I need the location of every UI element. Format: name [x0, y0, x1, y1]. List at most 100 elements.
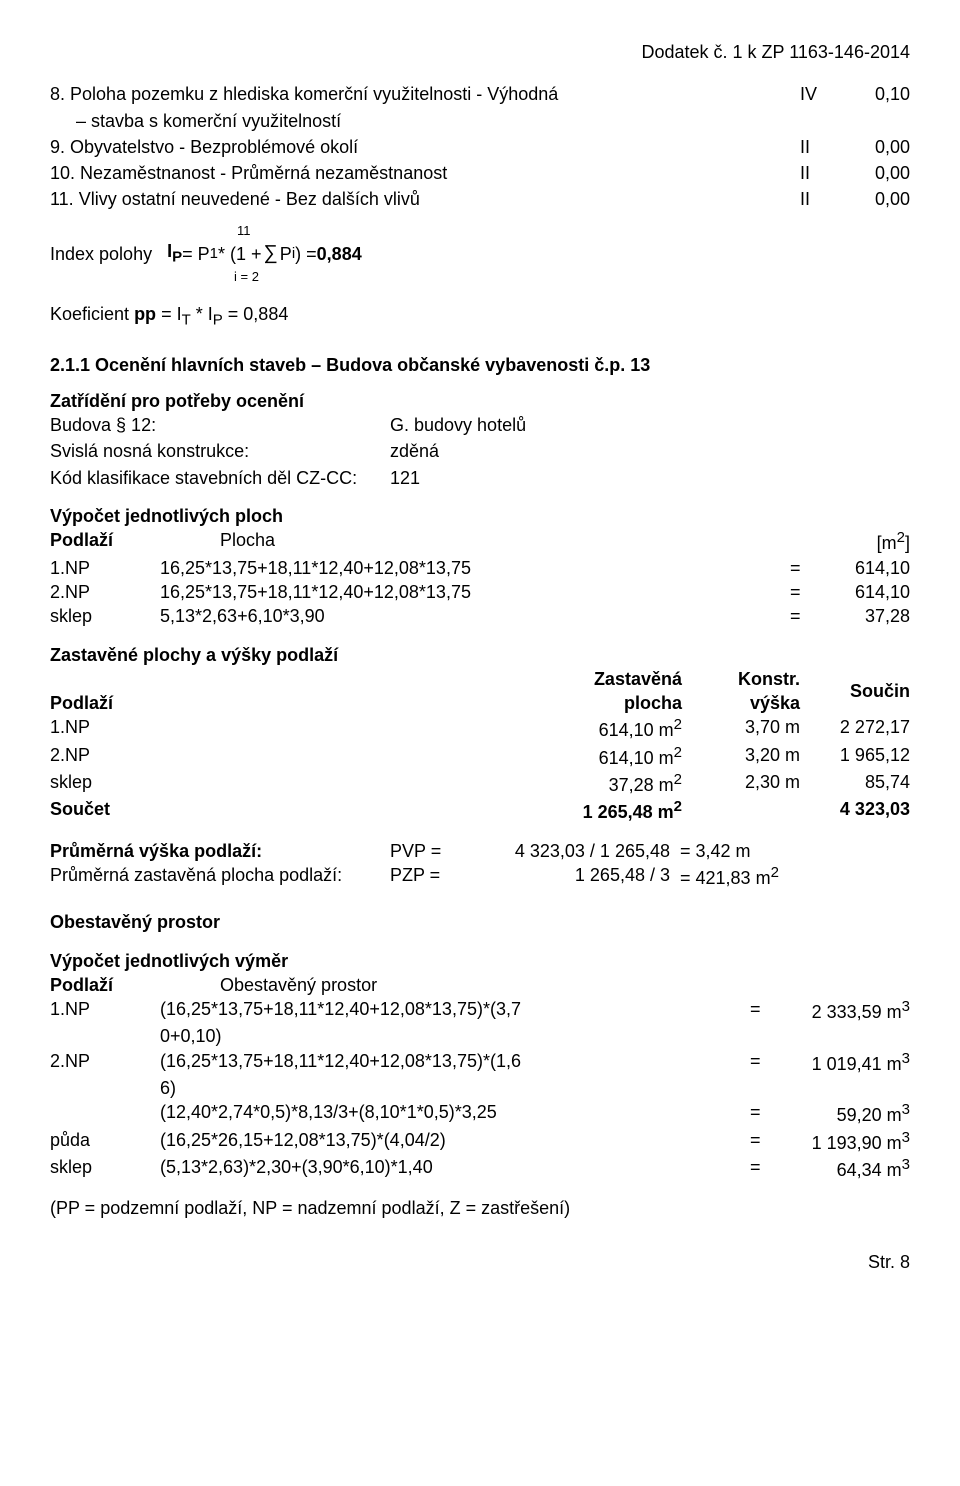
zp-h4: Součin [800, 679, 910, 703]
op-h-a: Podlaží [50, 973, 160, 997]
op-r3-b: (16,25*26,15+12,08*13,75)*(4,04/2) [160, 1128, 750, 1155]
vjp-r1-eq: = [790, 580, 820, 604]
op-r0-b: (16,25*13,75+18,11*12,40+12,08*13,75)*(3… [160, 997, 750, 1024]
pvp-r1-c3: = 3,42 m [670, 839, 910, 863]
crit-11-val: 0,00 [840, 187, 910, 211]
crit-11-col: II [800, 187, 840, 211]
op-r4-eq: = [750, 1155, 780, 1182]
op-r2-c: 59,20 m3 [780, 1100, 910, 1127]
koeficient-pp: Koeficient pp = IT * IP = 0,884 [50, 302, 910, 331]
vjp-r0-a: 1.NP [50, 556, 160, 580]
op-r0-eq: = [750, 997, 780, 1024]
op-r2-eq: = [750, 1100, 780, 1127]
zat-r0-l: Budova § 12: [50, 413, 390, 437]
zat-r2-v: 121 [390, 466, 910, 490]
op-r3-eq: = [750, 1128, 780, 1155]
zp-h3: Konstr.výška [682, 667, 800, 716]
vjp-r1-b: 16,25*13,75+18,11*12,40+12,08*13,75 [160, 580, 790, 604]
pvp-r2-c1: PZP = [390, 863, 460, 890]
vjp-r2-a: sklep [50, 604, 160, 628]
crit-11: 11. Vlivy ostatní neuvedené - Bez dalšíc… [50, 187, 800, 211]
zp-heading: Zastavěné plochy a výšky podlaží [50, 643, 910, 667]
op-note: (PP = podzemní podlaží, NP = nadzemní po… [50, 1196, 910, 1220]
op-table: Podlaží Obestavěný prostor 1.NP(16,25*13… [50, 973, 910, 1182]
zat-r1-v: zděná [390, 439, 910, 463]
op-heading: Obestavěný prostor [50, 910, 910, 934]
crit-10-col: II [800, 161, 840, 185]
section-title: 2.1.1 Ocenění hlavních staveb – Budova o… [50, 353, 910, 377]
zp-r0-a: 1.NP [50, 715, 160, 742]
page-header: Dodatek č. 1 k ZP 1163-146-2014 [50, 40, 910, 64]
zatrideni-heading: Zatřídění pro potřeby ocenění [50, 389, 910, 413]
crit-8-val: 0,10 [840, 82, 910, 106]
op-r3-c: 1 193,90 m3 [780, 1128, 910, 1155]
op-r4-b: (5,13*2,63)*2,30+(3,90*6,10)*1,40 [160, 1155, 750, 1182]
crit-8: 8. Poloha pozemku z hlediska komerční vy… [50, 82, 800, 106]
op-r0-a: 1.NP [50, 997, 160, 1024]
zp-r2-so: 85,74 [800, 770, 910, 797]
pvp-r2-c3: = 421,83 m2 [670, 863, 910, 890]
vjp-h-b: Plocha [160, 528, 790, 555]
vjp-r0-eq: = [790, 556, 820, 580]
sigma-lower: i = 2 [50, 268, 910, 286]
op-r2-b: (12,40*2,74*0,5)*8,13/3+(8,10*1*0,5)*3,2… [160, 1100, 750, 1127]
pvp-r2-lbl: Průměrná zastavěná plocha podlaží: [50, 863, 390, 890]
op-sub: Výpočet jednotlivých výměr [50, 949, 910, 973]
op-r1-a: 2.NP [50, 1049, 160, 1076]
pvp-r1-c2: 4 323,03 / 1 265,48 [460, 839, 670, 863]
vjp-r1-a: 2.NP [50, 580, 160, 604]
vjp-table: Podlaží Plocha [m2] 1.NP16,25*13,75+18,1… [50, 528, 910, 628]
vjp-heading: Výpočet jednotlivých ploch [50, 504, 910, 528]
zat-r2-l: Kód klasifikace stavebních děl CZ-CC: [50, 466, 390, 490]
zp-r0-kv: 3,70 m [682, 715, 800, 742]
op-r0-c: 2 333,59 m3 [780, 997, 910, 1024]
zp-sum-so: 4 323,03 [800, 797, 910, 824]
criteria-list: 8. Poloha pozemku z hlediska komerční vy… [50, 82, 910, 211]
crit-9-val: 0,00 [840, 135, 910, 159]
crit-8-col: IV [800, 82, 840, 106]
crit-9: 9. Obyvatelstvo - Bezproblémové okolí [50, 135, 800, 159]
vjp-r2-b: 5,13*2,63+6,10*3,90 [160, 604, 790, 628]
index-polohy-formula: 11 Index polohy IP = P1 * (1 + ∑ Pi ) = … [50, 222, 910, 286]
zp-h2: Zastavěnáplocha [542, 667, 682, 716]
pvp-r2-c2: 1 265,48 / 3 [460, 863, 670, 890]
zp-r2-zp: 37,28 m2 [542, 770, 682, 797]
zp-sum-zp: 1 265,48 m2 [542, 797, 682, 824]
op-r2-a [50, 1100, 160, 1127]
op-r4-a: sklep [50, 1155, 160, 1182]
pvp-r1-lbl: Průměrná výška podlaží: [50, 839, 390, 863]
zp-r2-a: sklep [50, 770, 160, 797]
vjp-r2-c: 37,28 [820, 604, 910, 628]
crit-9-col: II [800, 135, 840, 159]
vjp-r2-eq: = [790, 604, 820, 628]
op-r1-b2: 6) [160, 1076, 750, 1100]
zp-h1: Podlaží [50, 691, 160, 715]
zp-r0-zp: 614,10 m2 [542, 715, 682, 742]
op-h-b: Obestavěný prostor [160, 973, 750, 997]
zp-r1-kv: 3,20 m [682, 743, 800, 770]
sigma-upper: 11 [50, 222, 910, 240]
page-footer: Str. 8 [50, 1250, 910, 1274]
op-r1-eq: = [750, 1049, 780, 1076]
vjp-h-a: Podlaží [50, 528, 160, 555]
zp-r0-so: 2 272,17 [800, 715, 910, 742]
vjp-h-c: [m2] [820, 528, 910, 555]
vjp-r0-b: 16,25*13,75+18,11*12,40+12,08*13,75 [160, 556, 790, 580]
op-r3-a: půda [50, 1128, 160, 1155]
zat-r1-l: Svislá nosná konstrukce: [50, 439, 390, 463]
crit-10-val: 0,00 [840, 161, 910, 185]
op-r1-c: 1 019,41 m3 [780, 1049, 910, 1076]
op-r0-b2: 0+0,10) [160, 1024, 750, 1048]
vjp-r0-c: 614,10 [820, 556, 910, 580]
crit-8-sub: – stavba s komerční využitelností [50, 109, 800, 133]
crit-10: 10. Nezaměstnanost - Průměrná nezaměstna… [50, 161, 800, 185]
op-r1-b: (16,25*13,75+18,11*12,40+12,08*13,75)*(1… [160, 1049, 750, 1076]
zp-r1-a: 2.NP [50, 743, 160, 770]
pvp-block: Průměrná výška podlaží: PVP = 4 323,03 /… [50, 839, 910, 891]
zp-sum-a: Součet [50, 797, 160, 824]
zp-table: Podlaží Zastavěnáplocha Konstr.výška Sou… [50, 667, 910, 825]
zp-r2-kv: 2,30 m [682, 770, 800, 797]
zp-r1-so: 1 965,12 [800, 743, 910, 770]
vjp-r1-c: 614,10 [820, 580, 910, 604]
pvp-r1-c1: PVP = [390, 839, 460, 863]
